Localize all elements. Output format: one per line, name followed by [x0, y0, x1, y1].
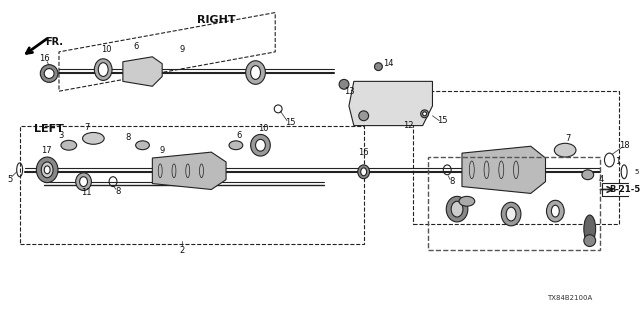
- Text: 5: 5: [7, 175, 12, 184]
- Text: FR.: FR.: [45, 37, 63, 47]
- Ellipse shape: [136, 141, 149, 150]
- Circle shape: [420, 110, 429, 118]
- Text: 2: 2: [179, 246, 184, 255]
- Circle shape: [374, 63, 382, 70]
- Ellipse shape: [99, 63, 108, 76]
- Text: 13: 13: [344, 87, 355, 96]
- Ellipse shape: [501, 202, 521, 226]
- Ellipse shape: [255, 139, 266, 151]
- Polygon shape: [123, 57, 162, 86]
- Text: 1: 1: [614, 157, 620, 166]
- Text: 8: 8: [115, 187, 120, 196]
- Ellipse shape: [79, 177, 88, 187]
- Ellipse shape: [229, 141, 243, 150]
- Text: LEFT: LEFT: [34, 124, 64, 133]
- Ellipse shape: [459, 196, 475, 206]
- Text: 5: 5: [635, 169, 639, 175]
- Polygon shape: [349, 81, 433, 125]
- Text: B-21-5: B-21-5: [609, 185, 640, 194]
- Ellipse shape: [554, 143, 576, 157]
- Ellipse shape: [246, 61, 266, 84]
- Ellipse shape: [451, 201, 463, 217]
- Text: 4: 4: [599, 175, 604, 184]
- Ellipse shape: [446, 196, 468, 222]
- Ellipse shape: [506, 207, 516, 221]
- Text: 16: 16: [39, 54, 49, 63]
- Text: 9: 9: [179, 45, 184, 54]
- Ellipse shape: [547, 200, 564, 222]
- Ellipse shape: [582, 170, 594, 180]
- Ellipse shape: [83, 132, 104, 144]
- Text: 6: 6: [133, 43, 138, 52]
- Ellipse shape: [76, 173, 92, 190]
- Text: 17: 17: [41, 146, 51, 155]
- Text: 3: 3: [58, 131, 63, 140]
- Text: 7: 7: [565, 134, 571, 143]
- Ellipse shape: [584, 215, 596, 243]
- Polygon shape: [462, 146, 545, 193]
- Text: 10: 10: [258, 124, 269, 133]
- Ellipse shape: [251, 134, 270, 156]
- Ellipse shape: [361, 168, 367, 176]
- Ellipse shape: [251, 66, 260, 79]
- Text: 14: 14: [383, 59, 394, 68]
- Bar: [602, 183, 640, 196]
- Circle shape: [44, 68, 54, 78]
- Text: 18: 18: [619, 141, 630, 150]
- Circle shape: [339, 79, 349, 89]
- Ellipse shape: [42, 162, 53, 178]
- Circle shape: [584, 235, 596, 246]
- Ellipse shape: [552, 205, 559, 217]
- Circle shape: [422, 112, 427, 116]
- Text: 10: 10: [101, 45, 111, 54]
- Text: 8: 8: [449, 177, 455, 186]
- Text: 15: 15: [285, 118, 295, 127]
- Text: 12: 12: [403, 121, 413, 130]
- Circle shape: [40, 65, 58, 82]
- Text: 16: 16: [358, 148, 369, 156]
- Text: 7: 7: [84, 123, 89, 132]
- Ellipse shape: [61, 140, 77, 150]
- Ellipse shape: [358, 165, 369, 179]
- Text: 6: 6: [236, 131, 241, 140]
- Ellipse shape: [36, 157, 58, 183]
- Circle shape: [359, 111, 369, 121]
- Text: 15: 15: [437, 116, 447, 125]
- Text: 11: 11: [81, 188, 92, 197]
- Polygon shape: [152, 152, 226, 189]
- Text: 8: 8: [125, 133, 131, 142]
- Text: TX84B2100A: TX84B2100A: [547, 295, 593, 300]
- Text: 9: 9: [159, 146, 165, 155]
- Ellipse shape: [94, 59, 112, 80]
- Ellipse shape: [44, 166, 50, 174]
- Text: RIGHT: RIGHT: [197, 15, 236, 25]
